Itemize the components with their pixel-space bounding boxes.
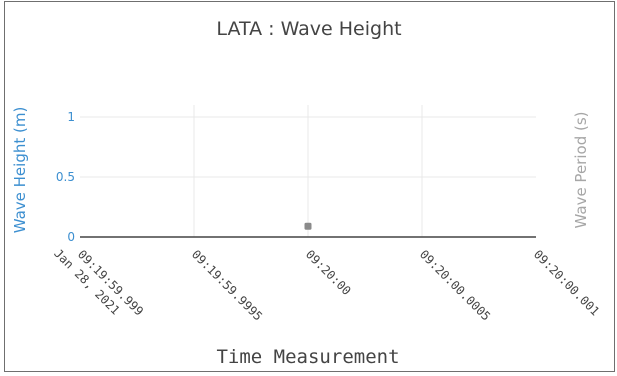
y-tick-label: 0.5 bbox=[56, 170, 75, 184]
data-point[interactable] bbox=[304, 222, 312, 230]
x-tick-time: 09:20:00.0005 bbox=[417, 247, 493, 323]
grid-lines bbox=[80, 105, 536, 238]
data-marks bbox=[304, 222, 312, 230]
x-tick-time: 09:20:00 bbox=[303, 247, 354, 298]
x-tick-label: 09:20:00.0005 bbox=[417, 247, 493, 323]
y-tick-label: 1 bbox=[67, 110, 75, 124]
y-tick-label: 0 bbox=[67, 230, 75, 244]
chart-frame bbox=[4, 1, 615, 372]
y-axis-ticks: 00.51 bbox=[56, 110, 75, 244]
x-tick-time: 09:19:59.9995 bbox=[189, 247, 265, 323]
x-axis-title: Time Measurement bbox=[216, 346, 399, 368]
x-tick-label: 09:20:00 bbox=[303, 247, 354, 298]
y-axis-title-right: Wave Period (s) bbox=[572, 112, 590, 229]
x-tick-label: 09:19:59.9995 bbox=[189, 247, 265, 323]
x-tick-time: 09:20:00.001 bbox=[531, 247, 602, 318]
x-tick-label: 09:20:00.001 bbox=[531, 247, 602, 318]
y-axis-title-left: Wave Height (m) bbox=[11, 107, 29, 234]
chart-title: LATA : Wave Height bbox=[216, 18, 401, 40]
